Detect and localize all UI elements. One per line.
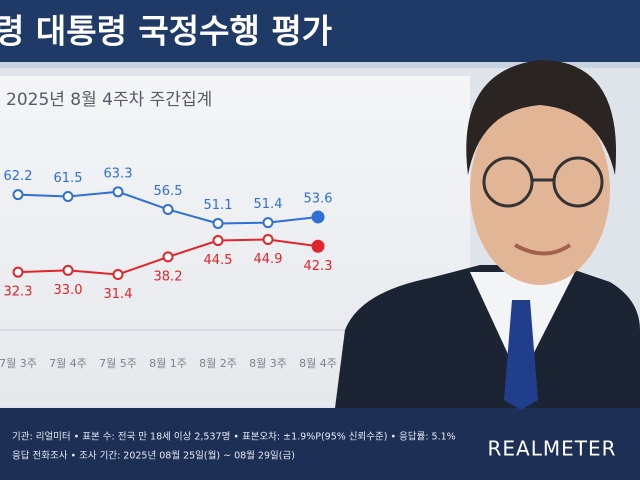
x-tick-label: 8월 4주 <box>299 357 337 370</box>
x-tick-label: 7월 5주 <box>99 357 137 370</box>
data-label: 51.1 <box>204 198 233 213</box>
data-label: 31.4 <box>104 287 133 302</box>
x-tick-label: 8월 3주 <box>249 357 287 370</box>
header-band <box>0 0 640 62</box>
point <box>12 266 24 278</box>
point <box>262 234 274 246</box>
point <box>62 190 74 202</box>
point <box>311 210 325 224</box>
data-label: 33.0 <box>54 283 83 298</box>
data-label: 32.3 <box>4 285 33 300</box>
data-label: 44.5 <box>204 253 233 268</box>
data-label: 56.5 <box>154 184 183 199</box>
logo: REALMETER <box>488 437 617 461</box>
point <box>212 235 224 247</box>
data-label: 63.3 <box>104 166 133 181</box>
data-label: 62.2 <box>4 169 33 184</box>
chart-subtitle: 2025년 8월 4주차 주간집계 <box>6 90 212 110</box>
data-label: 38.2 <box>154 269 183 284</box>
data-label: 61.5 <box>54 171 83 186</box>
point <box>112 269 124 281</box>
footer-band <box>0 408 640 480</box>
x-tick-label: 7월 4주 <box>49 357 87 370</box>
point <box>62 264 74 276</box>
data-label: 42.3 <box>304 259 333 274</box>
point <box>12 189 24 201</box>
header-stripe <box>0 62 640 68</box>
footer-text: 응답 전화조사 • 조사 기간: 2025년 08월 25일(월) ~ 08월 … <box>12 450 295 462</box>
x-tick-label: 7월 3주 <box>0 357 37 370</box>
data-label: 53.6 <box>304 191 333 206</box>
x-tick-label: 8월 2주 <box>199 357 237 370</box>
point <box>262 217 274 229</box>
point <box>162 203 174 215</box>
point <box>311 239 325 253</box>
data-label: 51.4 <box>254 197 283 212</box>
x-tick-label: 8월 1주 <box>149 357 187 370</box>
point <box>212 217 224 229</box>
portrait <box>335 60 640 410</box>
point <box>112 186 124 198</box>
data-label: 44.9 <box>254 252 283 267</box>
chart-title: 령 대통령 국정수행 평가 <box>0 12 332 51</box>
footer-text: 기관: 리얼미터 • 표본 수: 전국 만 18세 이상 2,537명 • 표본… <box>12 431 456 443</box>
point <box>162 251 174 263</box>
